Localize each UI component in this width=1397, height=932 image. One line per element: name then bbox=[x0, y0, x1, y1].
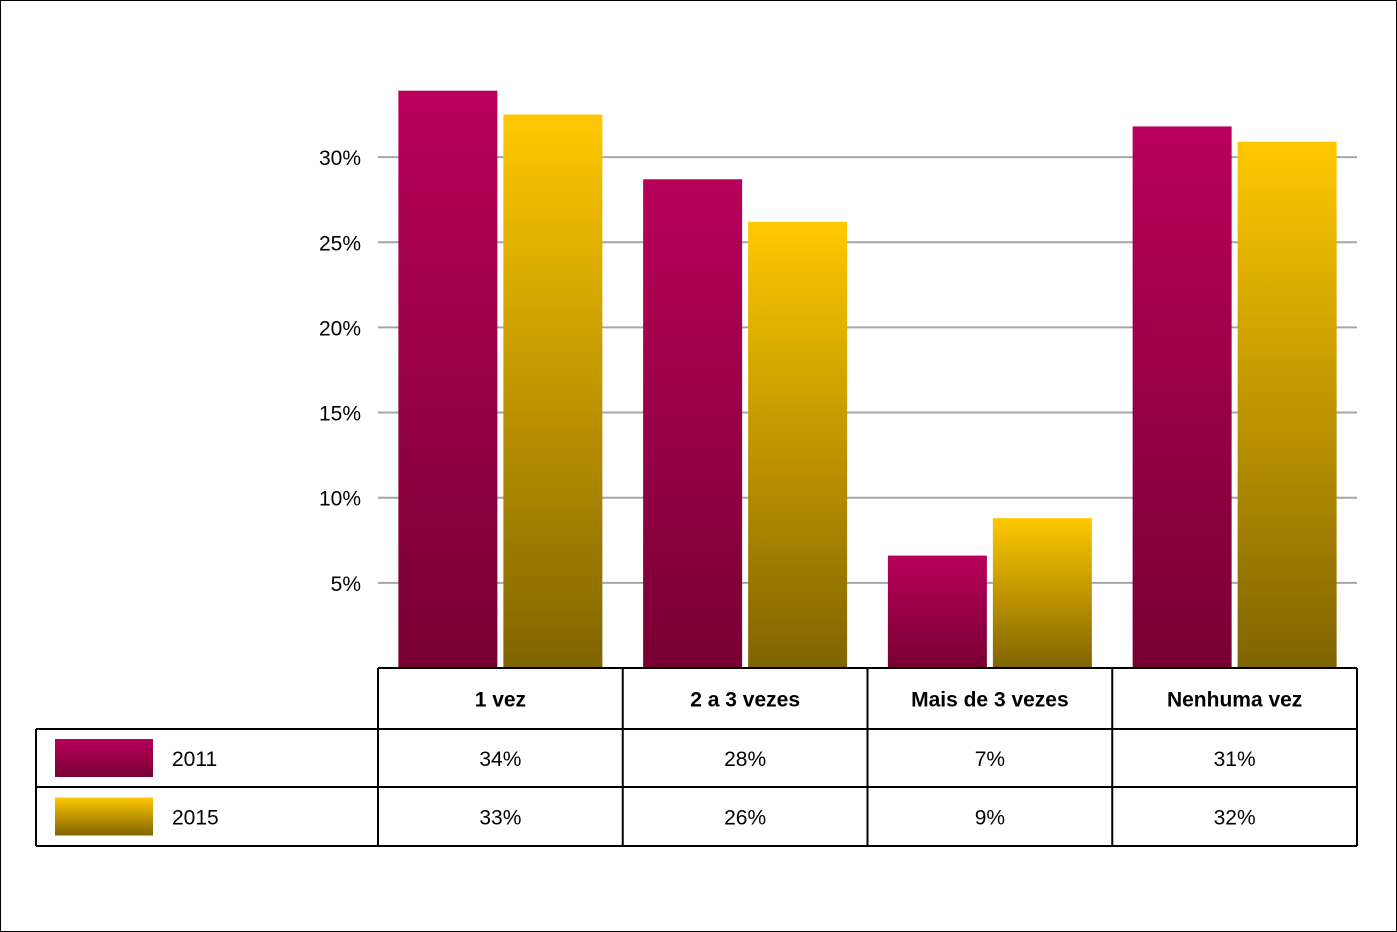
bar-2015-1 bbox=[748, 221, 848, 668]
bar-2015-3 bbox=[1237, 141, 1337, 668]
table-cell-value: 7% bbox=[975, 748, 1005, 771]
table-cell-value: 31% bbox=[1214, 748, 1256, 771]
y-tick-label: 25% bbox=[319, 232, 361, 255]
legend-label: 2011 bbox=[172, 748, 217, 771]
legend-label: 2015 bbox=[172, 807, 219, 830]
category-label: Nenhuma vez bbox=[1167, 689, 1302, 712]
bar-2015-0 bbox=[503, 114, 603, 668]
bar-2011-3 bbox=[1132, 126, 1232, 669]
y-axis-ticks: 5% 10% 15% 20% 25% 30% bbox=[319, 147, 361, 596]
category-label: 2 a 3 vezes bbox=[690, 689, 800, 712]
y-tick-label: 10% bbox=[319, 488, 361, 511]
legend-swatch-2015 bbox=[55, 797, 153, 836]
category-label: Mais de 3 vezes bbox=[911, 689, 1069, 712]
y-tick-label: 20% bbox=[319, 317, 361, 340]
table-cell-value: 9% bbox=[975, 807, 1005, 830]
bar-2015-2 bbox=[992, 518, 1092, 668]
y-tick-label: 30% bbox=[319, 147, 361, 170]
table-cell-value: 34% bbox=[479, 748, 521, 771]
data-table: 1 vez 2 a 3 vezes Mais de 3 vezes Nenhuma v… bbox=[35, 667, 1358, 847]
y-tick-label: 5% bbox=[331, 573, 361, 596]
table-cell-value: 33% bbox=[479, 807, 521, 830]
bar-2011-1 bbox=[643, 179, 743, 668]
table-cell-value: 26% bbox=[724, 807, 766, 830]
bar-2011-2 bbox=[887, 555, 987, 668]
category-label: 1 vez bbox=[475, 689, 526, 712]
y-tick-label: 15% bbox=[319, 403, 361, 426]
table-cell-value: 32% bbox=[1214, 807, 1256, 830]
legend-swatch-2011 bbox=[55, 739, 153, 777]
bar-2011-0 bbox=[398, 90, 498, 669]
table-cell-value: 28% bbox=[724, 748, 766, 771]
bars bbox=[398, 90, 1337, 669]
